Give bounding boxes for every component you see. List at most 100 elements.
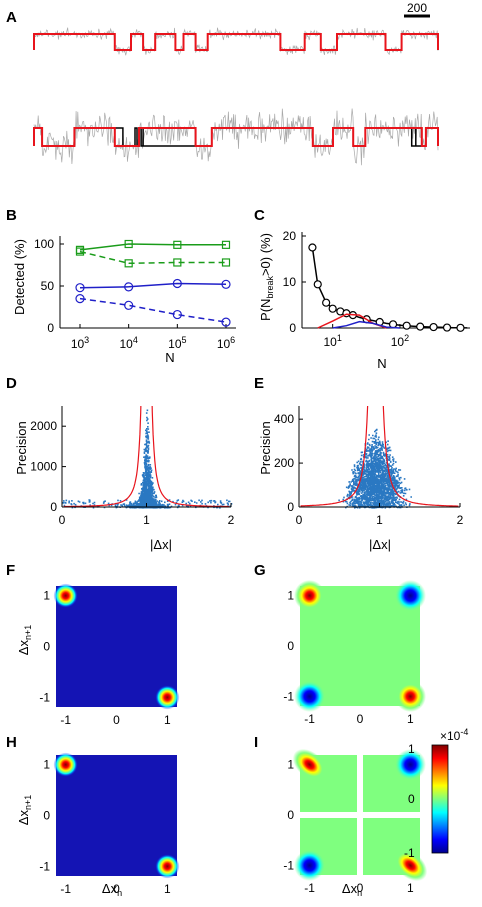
- c-marker: [442, 323, 452, 332]
- c-ylabel: P(Nbreak>0) (%): [258, 233, 275, 321]
- ytick-label: 2000: [30, 419, 57, 433]
- heatmap-background: [56, 586, 177, 707]
- b-marker: [75, 283, 85, 293]
- f-ylabel: Δxn+1: [16, 625, 33, 655]
- ytick-label: -1: [39, 859, 50, 873]
- b-series-line: [79, 297, 227, 323]
- h-xlabel: Δxn: [102, 881, 122, 898]
- xtick-label: -1: [304, 712, 315, 726]
- gap-h: [300, 812, 420, 818]
- b-marker: [75, 294, 85, 304]
- ytick-label: 1: [287, 758, 294, 772]
- ytick-label: 0: [287, 500, 294, 514]
- d-ylabel: Precision: [14, 421, 29, 474]
- c-marker: [308, 243, 317, 252]
- b-xtick-label-exp: 6: [230, 335, 235, 345]
- heatmap-i: -1 1 0 0 1 -1: [283, 748, 428, 895]
- heatmap-peak: [53, 583, 78, 608]
- xtick-label: 1: [164, 882, 171, 896]
- b-marker: [124, 300, 134, 310]
- c-xtick-label-base: 10: [323, 335, 337, 349]
- ytick-label: 0: [43, 809, 50, 823]
- c-marker: [416, 322, 425, 331]
- c-marker: [328, 304, 337, 313]
- chart-d: 0 1000 2000 0 1 2: [30, 406, 235, 527]
- noisy-trace: [33, 27, 439, 56]
- ytick-label: -1: [283, 858, 294, 872]
- xtick-label: 1: [376, 513, 383, 527]
- d-xlabel: |Δx|: [150, 537, 172, 552]
- heatmap-peak: [394, 680, 426, 713]
- panel-label-f: F: [6, 562, 15, 579]
- red-fit: [33, 33, 439, 51]
- heatmap-h: -1 1 0 0 1 -1: [39, 752, 180, 896]
- panel-e: E Precision |Δx| 0 200 400 0 1 2: [254, 375, 464, 552]
- c-marker: [313, 280, 322, 289]
- ytick-label: 0: [50, 500, 57, 514]
- ytick-label: 1: [43, 589, 50, 603]
- b-ytick-label: 0: [47, 321, 54, 335]
- heatmap-peak: [294, 849, 326, 882]
- b-xtick-label-base: 10: [168, 337, 182, 351]
- red-fit: [33, 127, 439, 147]
- b-ytick-label: 50: [41, 279, 55, 293]
- panel-label-a: A: [6, 9, 17, 26]
- b-series-line: [79, 250, 226, 265]
- xtick-label: 1: [164, 713, 171, 727]
- heatmap-peak: [393, 849, 428, 882]
- xtick-label: 0: [113, 713, 120, 727]
- c-xtick-label-exp: 2: [404, 333, 409, 343]
- ytick-label: 200: [274, 456, 294, 470]
- heatmap-peak: [155, 685, 180, 710]
- noisy-trace: [33, 108, 439, 166]
- c-marker: [402, 321, 411, 330]
- i-xlabel: Δxn: [342, 881, 362, 898]
- b-marker: [124, 259, 133, 268]
- xtick-label: 1: [143, 513, 150, 527]
- b-xtick-label-exp: 4: [133, 335, 138, 345]
- heatmap-peak: [292, 748, 327, 781]
- b-marker: [173, 258, 182, 267]
- ytick-label: 0: [43, 640, 50, 654]
- h-ylabel: Δxn+1: [16, 795, 33, 825]
- colorbar-tick-mid: 0: [408, 792, 415, 806]
- ytick-label: 1: [43, 758, 50, 772]
- c-xtick-label-exp: 1: [337, 333, 342, 343]
- heatmap-g: -1 1 0 0 1 -1: [283, 580, 426, 726]
- c-marker: [322, 298, 331, 307]
- c-xtick-label: 101: [323, 333, 341, 349]
- c-series-line: [311, 247, 468, 329]
- b-marker: [221, 258, 231, 267]
- panel-label-h: H: [6, 734, 17, 751]
- scatter-points: [62, 409, 233, 509]
- panel-label-i: I: [254, 734, 258, 751]
- xtick-label: 0: [113, 882, 120, 896]
- b-marker: [75, 247, 85, 256]
- chart-e: 0 200 400 0 1 2: [274, 406, 464, 527]
- trace-bottom: [33, 108, 439, 166]
- ytick-label: -1: [283, 689, 294, 703]
- heatmap-peak: [155, 854, 180, 879]
- c-ylabel-b: >0) (%): [258, 233, 273, 276]
- panel-label-d: D: [6, 375, 17, 392]
- b-series-line: [79, 243, 226, 251]
- heatmap-peak: [394, 749, 426, 781]
- colorbar: ×10-4 1 0 -1: [404, 727, 468, 860]
- b-xtick-label-exp: 5: [182, 335, 187, 345]
- b-series-line: [79, 282, 227, 289]
- ytick-label: 1: [287, 589, 294, 603]
- b-marker: [221, 240, 231, 249]
- c-ytick-label: 20: [283, 229, 297, 243]
- red-curve: [300, 406, 459, 507]
- xtick-label: 2: [228, 513, 235, 527]
- b-marker: [124, 239, 133, 249]
- e-ylabel: Precision: [258, 421, 273, 474]
- e-xlabel: |Δx|: [369, 537, 391, 552]
- c-series-line: [332, 320, 400, 329]
- b-xtick-label: 104: [119, 335, 137, 351]
- b-xlabel: N: [165, 350, 174, 365]
- panel-a: A 200: [6, 1, 439, 166]
